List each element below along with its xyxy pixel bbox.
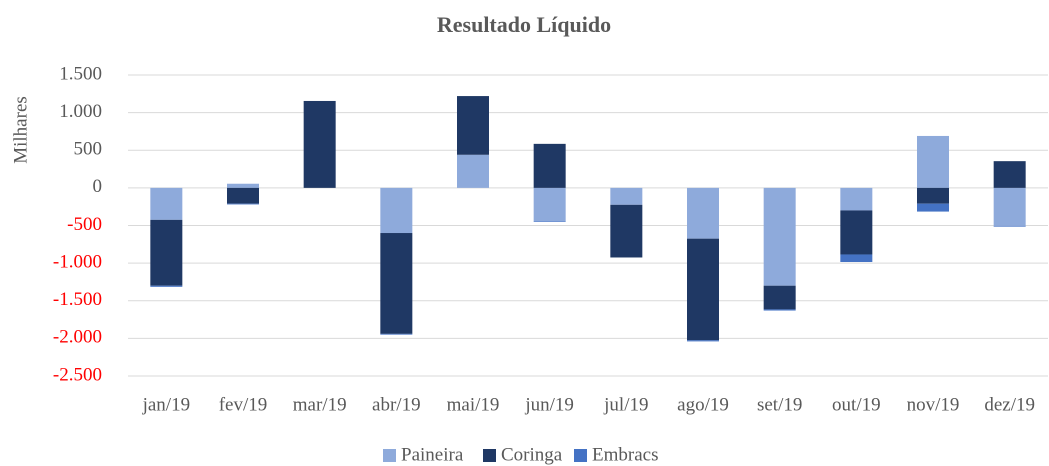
y-tick-label: -1.000 — [53, 251, 102, 272]
y-tick-label: 1.000 — [59, 101, 102, 122]
bar — [150, 187, 183, 220]
bar — [457, 96, 489, 155]
y-tick-label: -500 — [67, 214, 102, 235]
bar — [993, 161, 1026, 188]
bar — [380, 333, 413, 335]
bar — [227, 183, 259, 188]
x-tick-label: nov/19 — [907, 394, 960, 415]
x-tick-label: jun/19 — [524, 394, 574, 415]
x-tick-label: abr/19 — [372, 394, 421, 415]
bar — [610, 187, 643, 205]
bar — [610, 204, 643, 258]
x-tick-label: jan/19 — [142, 394, 191, 415]
bar — [917, 203, 949, 212]
x-tick-label: set/19 — [757, 394, 802, 415]
legend-swatch — [483, 449, 496, 462]
x-tick-label: out/19 — [832, 394, 881, 415]
y-tick-label: 500 — [74, 139, 103, 160]
bar — [917, 187, 949, 204]
bar — [227, 203, 259, 205]
bar — [687, 187, 719, 239]
bar — [917, 135, 949, 188]
bar — [303, 100, 336, 188]
bar — [763, 285, 796, 310]
y-tick-label: -1.500 — [53, 289, 102, 310]
bar — [840, 187, 873, 211]
bar — [380, 187, 413, 234]
y-tick-label: 0 — [93, 176, 103, 197]
x-tick-label: fev/19 — [219, 394, 268, 415]
x-tick-label: dez/19 — [984, 394, 1035, 415]
bar — [993, 187, 1026, 226]
y-tick-label: 1.500 — [59, 63, 102, 84]
x-tick-label: jul/19 — [603, 394, 648, 415]
x-tick-label: mai/19 — [447, 394, 500, 415]
bar — [533, 220, 566, 222]
chart-title: Resultado Líquido — [437, 12, 611, 37]
bar — [993, 225, 1026, 227]
legend-label: Embracs — [592, 444, 658, 465]
legend-swatch — [574, 449, 587, 462]
bar — [533, 143, 566, 188]
x-tick-label: ago/19 — [677, 394, 729, 415]
legend-label: Paineira — [401, 444, 464, 465]
y-tick-label: -2.000 — [53, 327, 102, 348]
bar — [763, 309, 796, 311]
bar — [380, 233, 413, 334]
bar — [687, 238, 719, 341]
bar — [150, 219, 183, 286]
bar — [533, 187, 566, 221]
bar — [840, 254, 873, 262]
legend-label: Coringa — [501, 444, 563, 465]
legend-swatch — [383, 449, 396, 462]
bar — [457, 154, 489, 188]
bar — [763, 187, 796, 286]
bar — [227, 187, 259, 204]
y-tick-label: -2.500 — [53, 364, 102, 385]
bar — [150, 285, 183, 287]
y-axis-label: Milhares — [10, 96, 31, 164]
x-tick-label: mar/19 — [293, 394, 347, 415]
bar — [687, 340, 719, 342]
bar — [840, 210, 873, 255]
